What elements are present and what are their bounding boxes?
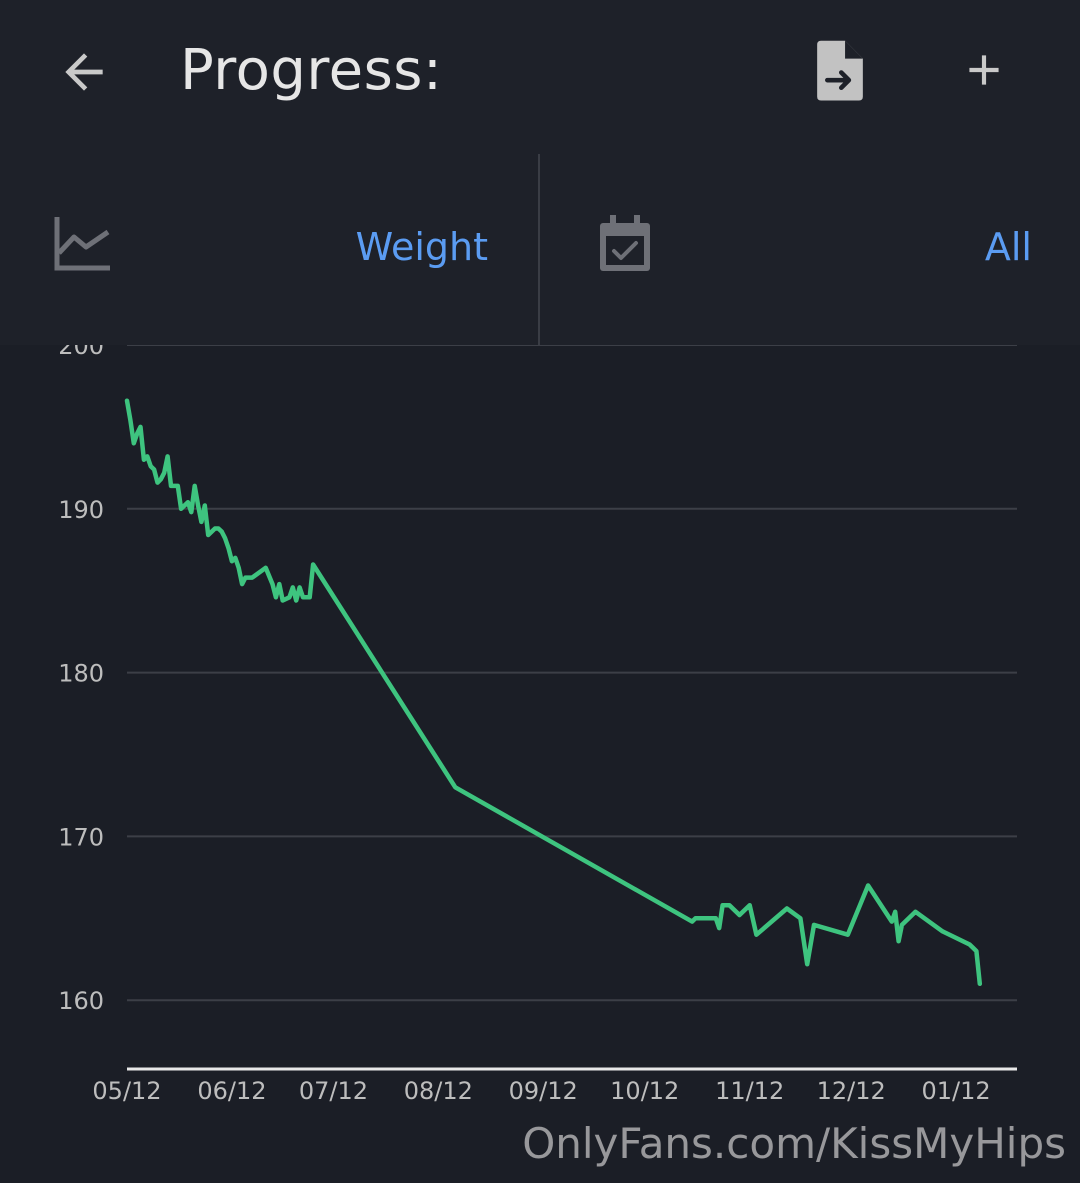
y-tick-label: 160: [58, 987, 104, 1015]
line-chart-icon: [54, 217, 110, 271]
y-tick-label: 170: [58, 823, 104, 851]
add-button[interactable]: [944, 30, 1024, 110]
metric-selector[interactable]: Weight: [0, 180, 538, 310]
x-tick-label: 09/12: [509, 1077, 578, 1105]
x-tick-label: 01/12: [922, 1077, 991, 1105]
export-button[interactable]: [800, 30, 880, 110]
weight-series-line: [124, 398, 983, 987]
weight-chart: 160 170 180 190 200 05/12 06/12 07/12 08/12 09/12…: [0, 345, 1080, 1125]
weight-chart-svg: 160 170 180 190 200 05/12 06/12 07/12 08/12 09/12…: [58, 345, 1017, 1105]
y-tick-label: 200: [58, 345, 104, 360]
x-tick-label: 06/12: [197, 1077, 266, 1105]
filter-bar: Weight All: [0, 140, 1080, 345]
plus-icon: [969, 55, 999, 85]
date-range-selector[interactable]: All: [540, 180, 1080, 310]
file-export-icon: [817, 40, 863, 101]
watermark-text: OnlyFans.com/KissMyHips: [522, 1119, 1066, 1168]
x-tick-label: 07/12: [299, 1077, 368, 1105]
y-tick-label: 190: [58, 496, 104, 524]
x-tick-label: 08/12: [404, 1077, 473, 1105]
x-tick-label: 11/12: [715, 1077, 784, 1105]
x-tick-label: 05/12: [92, 1077, 161, 1105]
back-button[interactable]: [42, 30, 126, 114]
filter-divider: [538, 154, 540, 345]
x-tick-label: 12/12: [817, 1077, 886, 1105]
app-bar: Progress:: [0, 0, 1080, 140]
date-range-value: All: [984, 225, 1032, 269]
arrow-left-icon: [65, 53, 103, 91]
y-tick-label: 180: [58, 660, 104, 688]
calendar-check-icon: [600, 215, 650, 271]
metric-value: Weight: [355, 225, 488, 269]
x-tick-label: 10/12: [610, 1077, 679, 1105]
page-title: Progress:: [180, 38, 443, 103]
